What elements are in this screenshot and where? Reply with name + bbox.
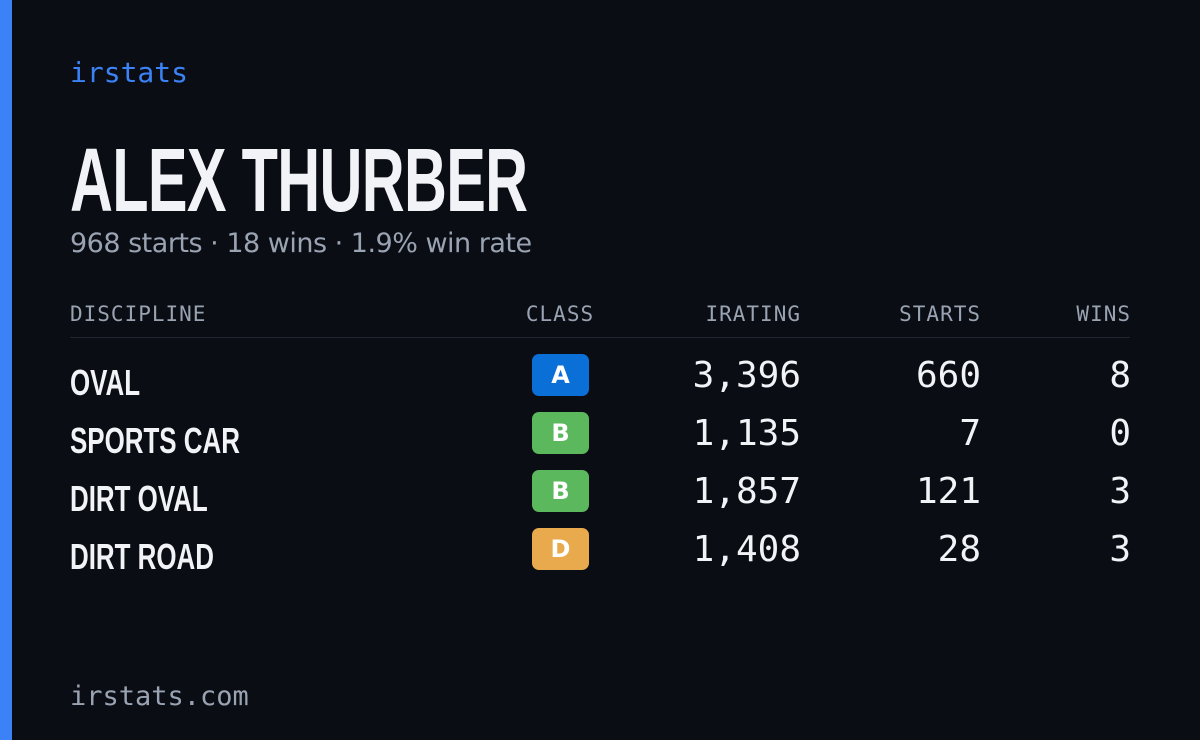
irating: 1,857 <box>692 471 801 512</box>
wins: 3 <box>1109 529 1131 570</box>
discipline: DIRT OVAL <box>70 478 208 519</box>
column-header: WINS <box>1076 302 1131 326</box>
column-header: IRATING <box>705 302 801 326</box>
starts: 7 <box>959 413 981 454</box>
discipline: DIRT ROAD <box>70 536 214 577</box>
column-header: STARTS <box>899 302 981 326</box>
driver-name: ALEX THURBER <box>70 131 528 231</box>
starts: 28 <box>937 529 981 570</box>
wins: 0 <box>1109 413 1131 454</box>
starts: 660 <box>915 355 981 396</box>
column-header: DISCIPLINE <box>70 302 207 326</box>
irating: 1,135 <box>692 413 801 454</box>
irating: 1,408 <box>692 529 801 570</box>
wins: 8 <box>1109 355 1131 396</box>
brand: irstats <box>70 56 189 89</box>
wins: 3 <box>1109 471 1131 512</box>
class-badge: B <box>532 470 589 512</box>
accent-bar <box>0 0 12 740</box>
discipline: SPORTS CAR <box>70 420 240 461</box>
irating: 3,396 <box>692 355 801 396</box>
starts: 121 <box>915 471 981 512</box>
class-badge: D <box>532 528 589 570</box>
site-url: irstats.com <box>70 681 249 712</box>
summary: 968 starts · 18 wins · 1.9% win rate <box>70 228 532 259</box>
discipline: OVAL <box>70 362 141 403</box>
class-badge: A <box>532 354 589 396</box>
header-rule <box>70 337 1130 338</box>
class-badge: B <box>532 412 589 454</box>
column-header: CLASS <box>525 302 595 326</box>
